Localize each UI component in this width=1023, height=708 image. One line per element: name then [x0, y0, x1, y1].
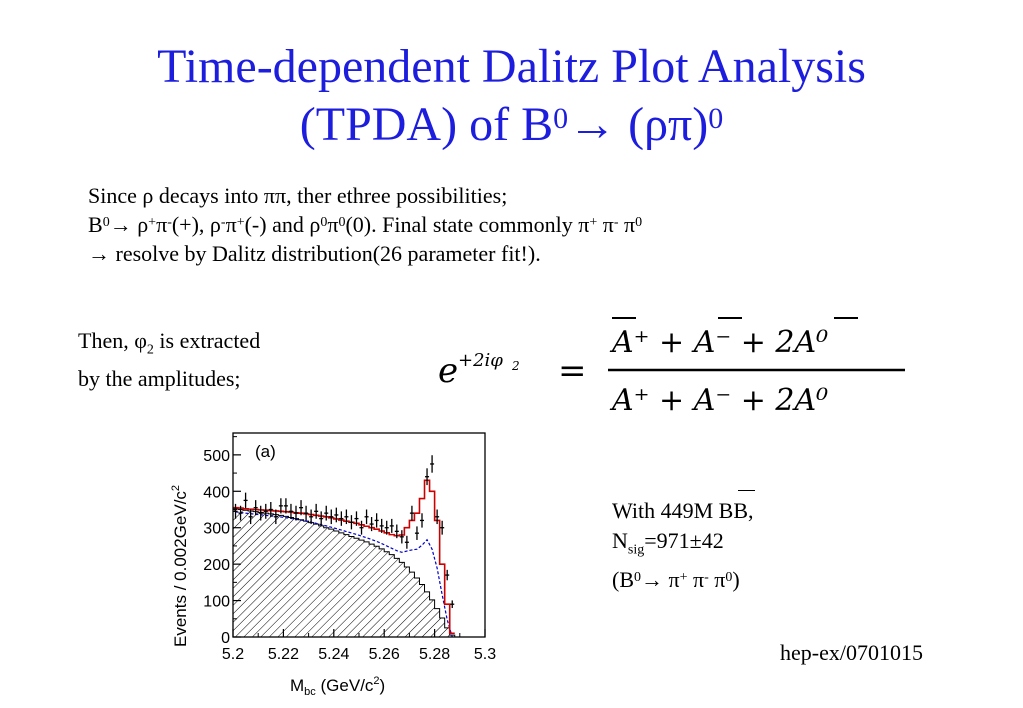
y-tick-label: 0: [221, 630, 230, 647]
x-tick-label: 5.28: [419, 646, 450, 663]
stats-line-2: Nsig=971±42: [612, 528, 724, 558]
formula-lhs-exp: +2iφ: [458, 350, 503, 371]
title-line-1: Time-dependent Dalitz Plot Analysis: [157, 40, 866, 93]
intro-line-3: → resolve by Dalitz distribution(26 para…: [88, 241, 541, 266]
intro-line-1: Since ρ decays into ππ, ther ethree poss…: [88, 183, 508, 208]
x-tick-label: 5.24: [318, 646, 349, 663]
then-line-2: by the amplitudes;: [78, 366, 241, 392]
x-tick-label: 5.3: [474, 646, 496, 663]
y-axis-label: Events / 0.002GeV/c2: [170, 485, 190, 647]
y-tick-label: 300: [203, 521, 230, 538]
y-tick-label: 500: [203, 448, 230, 465]
x-tick-label: 5.2: [222, 646, 244, 663]
reference-citation: hep-ex/0701015: [780, 640, 923, 665]
then-line-1: Then, φ2 is extracted: [78, 328, 261, 358]
title-line-2: (TPDA) of B0→ (ρπ)0: [299, 98, 724, 151]
component-curve: [235, 511, 453, 638]
y-tick-label: 200: [203, 557, 230, 574]
stats-line-3: (B0→ π+ π- π0): [612, 567, 740, 593]
formula-denominator: A⁺ + A⁻ + 2A⁰: [609, 383, 828, 418]
formula-numerator: A⁺ + A⁻ + 2A⁰: [609, 325, 828, 360]
phi2-formula: e +2iφ 2 = A⁺ + A⁻ + 2A⁰ A⁺ + A⁻ + 2A⁰: [438, 317, 905, 418]
y-tick-label: 400: [203, 484, 230, 501]
background-component: [232, 508, 456, 638]
bbar-overline: [737, 490, 755, 491]
y-tick-label: 100: [203, 594, 230, 611]
stats-line-1: With 449M BB,: [612, 490, 755, 526]
panel-label: (a): [255, 442, 276, 461]
x-axis-label: Mbc (GeV/c2): [290, 675, 385, 698]
intro-line-2: B0→ ρ+π-(+), ρ-π+(-) and ρ0π0(0). Final …: [88, 212, 643, 237]
x-tick-label: 5.22: [268, 646, 299, 663]
signal-stats: With 449M BB, Nsig=971±42 (B0→ π+ π- π0): [612, 490, 755, 595]
amplitude-text: Then, φ2 is extracted by the amplitudes;: [78, 326, 260, 393]
slide-title: Time-dependent Dalitz Plot Analysis (TPD…: [0, 38, 1023, 154]
formula-lhs-exp-sub: 2: [511, 359, 520, 373]
intro-text: Since ρ decays into ππ, ther ethree poss…: [88, 181, 642, 268]
formula-equals: =: [558, 351, 587, 391]
formula-lhs-base: e: [438, 351, 458, 391]
x-tick-label: 5.26: [369, 646, 400, 663]
mbc-distribution-chart: 0 100 200 300 400 500 5.2 5.22 5.24 5.26 5.28 5.3 (…: [170, 432, 496, 698]
